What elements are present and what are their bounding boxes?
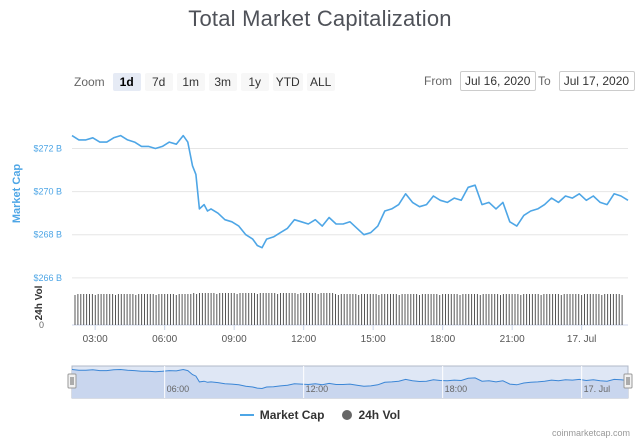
navigator-tick-label: 17. Jul [584, 384, 611, 394]
y-tick-label: $268 B [33, 230, 62, 240]
zoom-ytd-button[interactable]: YTD [272, 73, 303, 91]
range-from-label: From [424, 74, 452, 88]
credit: coinmarketcap.com [551, 428, 630, 438]
dot-swatch-icon [342, 410, 353, 420]
y-tick-label: $266 B [33, 273, 62, 283]
x-tick-label: 06:00 [152, 334, 177, 345]
range-to-input[interactable]: Jul 17, 2020 [558, 71, 635, 91]
legend: Market Cap 24h Vol [0, 408, 640, 422]
x-tick-label: 12:00 [291, 334, 316, 345]
zoom-7d-button[interactable]: 7d [144, 73, 173, 91]
range-to-label: To [538, 74, 551, 88]
x-tick-label: 09:00 [222, 334, 247, 345]
x-tick-label: 15:00 [361, 334, 386, 345]
range-from-input[interactable]: Jul 16, 2020 [460, 71, 536, 91]
range-from: From Jul 16, 2020 [424, 71, 536, 91]
x-tick-label: 18:00 [430, 334, 455, 345]
x-tick-label: 17. Jul [567, 334, 596, 345]
navigator-line [71, 368, 629, 390]
zoom-1y-button[interactable]: 1y [240, 73, 269, 91]
vol-tick-label: 0 [39, 320, 44, 330]
vol-axis-title: 24h Vol [34, 285, 45, 320]
x-tick-label: 21:00 [500, 334, 525, 345]
navigator-tick-label: 06:00 [167, 384, 190, 394]
legend-market-cap-label: Market Cap [259, 408, 325, 422]
navigator-right-handle[interactable] [623, 373, 633, 389]
legend-24h-vol[interactable]: 24h Vol [342, 408, 400, 422]
line-swatch-icon [239, 414, 254, 416]
range-to: To Jul 17, 2020 [538, 71, 635, 91]
zoom-label: Zoom [74, 75, 105, 89]
market-cap-line [71, 134, 629, 249]
y-axis-title: Market Cap [11, 164, 23, 224]
legend-24h-vol-label: 24h Vol [358, 408, 401, 422]
x-tick-label: 03:00 [83, 334, 108, 345]
y-tick-label: $272 B [33, 144, 62, 154]
zoom-1d-button[interactable]: 1d [112, 73, 141, 91]
navigator-tick-label: 12:00 [306, 384, 329, 394]
zoom-3m-button[interactable]: 3m [208, 73, 237, 91]
y-tick-label: $270 B [33, 187, 62, 197]
zoom-controls: Zoom 1d 7d 1m 3m 1y YTD ALL [74, 73, 335, 91]
chart-title: Total Market Capitalization [188, 6, 452, 31]
zoom-1m-button[interactable]: 1m [176, 73, 205, 91]
navigator-area [72, 369, 628, 398]
zoom-all-button[interactable]: ALL [306, 73, 335, 91]
navigator-left-handle[interactable] [67, 373, 77, 389]
legend-market-cap[interactable]: Market Cap [239, 408, 325, 422]
navigator-tick-label: 18:00 [445, 384, 468, 394]
